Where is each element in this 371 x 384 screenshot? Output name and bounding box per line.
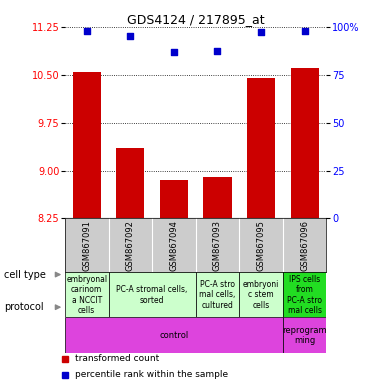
Title: GDS4124 / 217895_at: GDS4124 / 217895_at xyxy=(127,13,265,26)
Text: control: control xyxy=(159,331,188,340)
Text: embryoni
c stem
cells: embryoni c stem cells xyxy=(243,280,279,310)
Bar xyxy=(283,272,326,317)
Bar xyxy=(283,317,326,353)
Bar xyxy=(65,317,283,353)
Bar xyxy=(116,148,144,218)
Bar xyxy=(290,68,319,218)
Bar xyxy=(73,71,101,218)
Text: transformed count: transformed count xyxy=(75,354,160,363)
Text: GSM867093: GSM867093 xyxy=(213,220,222,271)
Bar xyxy=(160,180,188,218)
Point xyxy=(302,28,308,35)
Text: cell type: cell type xyxy=(4,270,46,280)
Text: GSM867091: GSM867091 xyxy=(82,220,91,271)
Point xyxy=(171,50,177,56)
Text: GSM867096: GSM867096 xyxy=(300,220,309,271)
Text: PC-A stro
mal cells,
cultured: PC-A stro mal cells, cultured xyxy=(199,280,236,310)
Point xyxy=(127,33,133,40)
Text: GSM867092: GSM867092 xyxy=(126,220,135,271)
Point xyxy=(258,29,264,35)
Text: embryonal
carinom
a NCCIT
cells: embryonal carinom a NCCIT cells xyxy=(66,275,107,315)
Point xyxy=(214,48,220,54)
Bar xyxy=(109,272,196,317)
Bar xyxy=(203,177,232,218)
Bar xyxy=(196,272,239,317)
Text: PC-A stromal cells,
sorted: PC-A stromal cells, sorted xyxy=(116,285,188,305)
Text: GSM867094: GSM867094 xyxy=(170,220,178,271)
Point xyxy=(84,28,90,35)
Text: IPS cells
from
PC-A stro
mal cells: IPS cells from PC-A stro mal cells xyxy=(287,275,322,315)
Text: protocol: protocol xyxy=(4,302,43,312)
Bar xyxy=(65,272,109,317)
Bar xyxy=(239,272,283,317)
Bar xyxy=(247,78,275,218)
Text: percentile rank within the sample: percentile rank within the sample xyxy=(75,370,229,379)
Text: reprogram
ming: reprogram ming xyxy=(282,326,327,345)
Text: GSM867095: GSM867095 xyxy=(257,220,266,271)
